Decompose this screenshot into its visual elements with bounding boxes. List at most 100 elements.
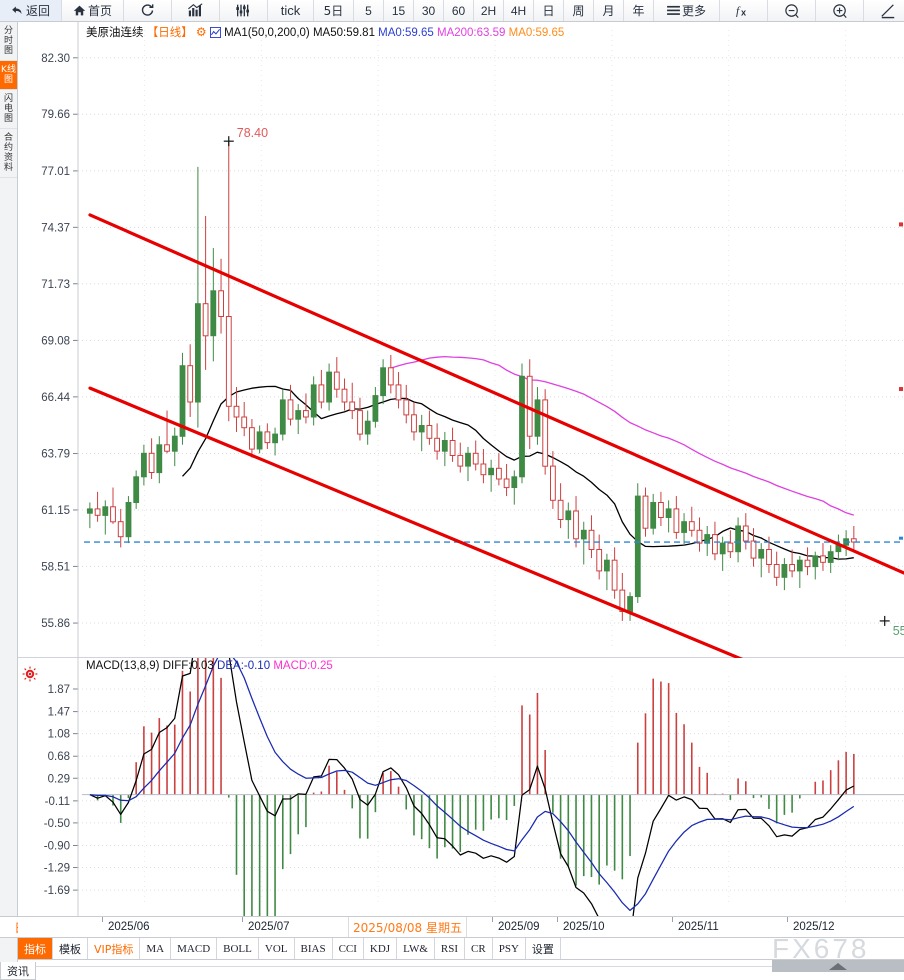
indicator-item-[interactable]: 设置 xyxy=(526,938,561,959)
sidebar-item-flash[interactable]: 闪电图 xyxy=(0,90,17,129)
indicator-item-[interactable]: 指标 xyxy=(18,938,53,959)
zoom-out-button[interactable] xyxy=(768,0,816,21)
indicator-item-label: CCI xyxy=(338,942,357,955)
period-5day[interactable]: 5日 xyxy=(314,0,354,21)
indicator-item-[interactable]: 模板 xyxy=(53,938,88,959)
period-30min[interactable]: 30 xyxy=(414,0,444,21)
candlestick xyxy=(750,528,757,567)
indicator-item-macd[interactable]: MACD xyxy=(171,938,218,959)
macd-y-tick-label: -0.11 xyxy=(45,796,70,808)
date-axis-label: 2025/11 xyxy=(678,921,719,933)
macd-legend: MACD(13,8,9) DIFF:0.03 DEA:-0.10 MACD:0.… xyxy=(86,660,333,672)
candlestick xyxy=(364,410,371,445)
period-2h[interactable]: 2H xyxy=(474,0,504,21)
candlestick xyxy=(225,141,232,422)
ma-config-icon[interactable] xyxy=(209,27,221,38)
macd-chart-panel[interactable]: MACD(13,8,9) DIFF:0.03 DEA:-0.10 MACD:0.… xyxy=(18,658,904,916)
candlestick xyxy=(441,431,448,467)
refresh-button[interactable] xyxy=(124,0,172,21)
price-y-tick-label: 58.51 xyxy=(41,561,70,573)
price-y-tick-label: 61.15 xyxy=(41,505,70,517)
period-week-label: 周 xyxy=(572,4,585,18)
candlestick xyxy=(233,387,240,432)
bottom-divider xyxy=(18,966,772,967)
clear-drawings-button[interactable]: f x xyxy=(720,0,768,21)
candlestick xyxy=(565,502,572,539)
candlestick xyxy=(604,553,610,591)
date-axis-label: 2025/07 xyxy=(248,921,290,933)
indicator-item-label: 指标 xyxy=(24,942,46,956)
price-chart-canvas[interactable]: 82.30 79.66 77.01 74.37 71.73 69.08 66.44 63.79… xyxy=(18,22,904,658)
candlestick xyxy=(696,517,703,552)
candlestick xyxy=(665,500,672,533)
indicator-item-vol[interactable]: VOL xyxy=(259,938,295,959)
more-button-label: 更多 xyxy=(681,4,706,18)
sidebar-item-timeline[interactable]: 分时图 xyxy=(0,22,17,61)
candlestick xyxy=(357,397,363,441)
candlestick xyxy=(241,402,248,437)
period-week[interactable]: 周 xyxy=(564,0,594,21)
date-axis-tick xyxy=(787,917,788,922)
sidebar-item-contract-info-label: 合约资料 xyxy=(3,133,13,173)
draw-tool-button[interactable] xyxy=(864,0,904,21)
price-chart-panel[interactable]: 美原油连续 【日线】 ⚙ MA1(50,0,200,0) MA50:59.81 … xyxy=(18,22,904,658)
candlestick xyxy=(658,491,664,526)
candlestick xyxy=(303,393,309,424)
period-month[interactable]: 月 xyxy=(594,0,624,21)
home-button[interactable]: 首页 xyxy=(62,0,124,21)
indicator-item-psy[interactable]: PSY xyxy=(493,938,526,959)
more-button[interactable]: 更多 xyxy=(654,0,720,21)
fx-clear-icon: f x xyxy=(736,5,747,18)
period-year[interactable]: 年 xyxy=(624,0,654,21)
symbol-name: 美原油连续 xyxy=(86,25,144,39)
period-day[interactable]: 日 xyxy=(534,0,564,21)
macd-y-tick-label: -0.90 xyxy=(44,841,70,853)
chart-type-button[interactable] xyxy=(172,0,220,21)
indicator-item-kdj[interactable]: KDJ xyxy=(364,938,398,959)
zoom-in-icon xyxy=(832,3,847,18)
candlestick xyxy=(202,216,209,370)
indicator-item-vip[interactable]: VIP指标 xyxy=(88,938,141,959)
candlestick xyxy=(279,389,286,441)
zoom-in-button[interactable] xyxy=(816,0,864,21)
indicator-button[interactable] xyxy=(220,0,268,21)
panel-resize-bar[interactable] xyxy=(772,960,904,972)
indicator-item-ma[interactable]: MA xyxy=(140,938,172,959)
settings-gear-icon[interactable]: ⚙ xyxy=(195,25,207,39)
candlestick xyxy=(766,536,772,574)
indicator-item-cr[interactable]: CR xyxy=(465,938,493,959)
period-5min[interactable]: 5 xyxy=(354,0,384,21)
indicator-item-lw[interactable]: LW& xyxy=(397,938,435,959)
candlestick xyxy=(519,363,525,484)
period-4h[interactable]: 4H xyxy=(504,0,534,21)
brightness-icon[interactable] xyxy=(22,666,38,682)
date-tooltip-label: 2025/08/08 星期五 xyxy=(353,920,462,935)
candlestick xyxy=(627,592,634,621)
macd-diff-line xyxy=(89,658,855,916)
candlestick xyxy=(534,387,541,445)
macd-dea-line xyxy=(89,658,855,912)
macd-y-tick-label: -1.69 xyxy=(44,885,70,897)
candlestick xyxy=(187,344,194,417)
macd-chart-canvas[interactable]: 1.87 1.47 1.08 0.68 0.29 -0.11 -0.50 -0.90 -1.29… xyxy=(18,658,904,916)
period-60min[interactable]: 60 xyxy=(444,0,474,21)
indicator-item-cci[interactable]: CCI xyxy=(333,938,364,959)
news-tab-label: 资讯 xyxy=(7,964,29,978)
news-tab[interactable]: 资讯 xyxy=(0,962,36,980)
candlestick xyxy=(588,515,595,559)
period-tick-label: tick xyxy=(280,3,301,18)
period-tick[interactable]: tick xyxy=(268,0,314,21)
candlestick xyxy=(457,442,464,473)
candlestick xyxy=(141,444,147,486)
sidebar-item-contract-info[interactable]: 合约资料 xyxy=(0,129,17,178)
candlestick xyxy=(380,359,387,405)
price-y-tick-label: 66.44 xyxy=(41,392,70,404)
period-15min[interactable]: 15 xyxy=(384,0,414,21)
sidebar-item-kline[interactable]: K线图 xyxy=(0,61,17,90)
indicator-item-bias[interactable]: BIAS xyxy=(295,938,333,959)
indicator-item-boll[interactable]: BOLL xyxy=(217,938,259,959)
candlestick xyxy=(773,551,780,586)
back-button[interactable]: 返回 xyxy=(0,0,62,21)
top-toolbar: 返回 首页 xyxy=(0,0,904,22)
indicator-item-rsi[interactable]: RSI xyxy=(435,938,466,959)
